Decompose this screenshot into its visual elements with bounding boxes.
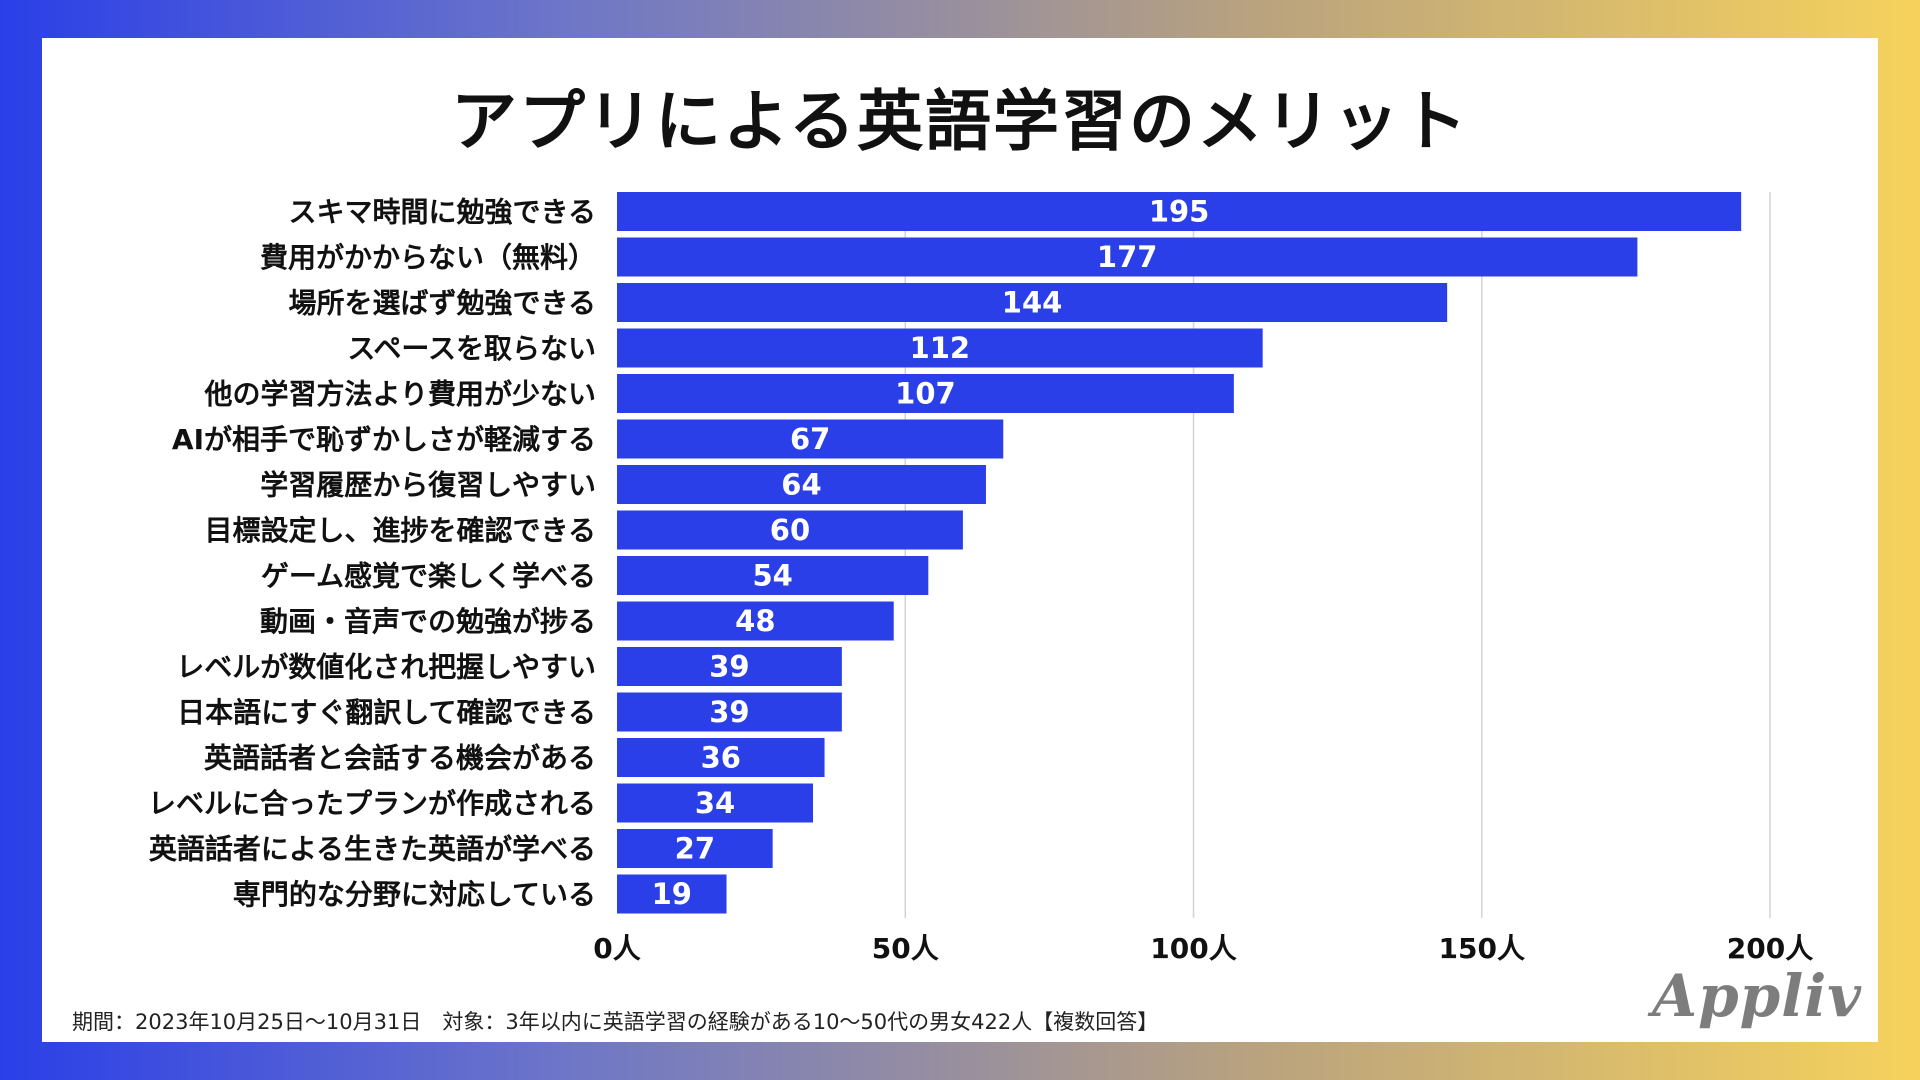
category-label-11: レベルが数値化され把握しやすい [176, 651, 596, 684]
survey-period: 期間：2023年10月25日〜10月31日 [72, 1010, 422, 1034]
bar-value-label-15: 27 [675, 832, 715, 866]
survey-target: 対象：3年以内に英語学習の経験がある10〜50代の男女422人【複数回答】 [442, 1010, 1159, 1034]
bar-14 [617, 783, 814, 823]
bar-6 [617, 419, 1004, 459]
bar-value-label-1: 195 [1149, 195, 1210, 229]
bar-value-label-8: 60 [770, 513, 810, 547]
bar-10 [617, 601, 894, 641]
bar-value-label-9: 54 [752, 559, 792, 593]
bar-value-label-11: 39 [709, 650, 749, 684]
x-tick-label-200: 200人 [1727, 932, 1813, 965]
bars [617, 192, 1742, 914]
category-label-13: 英語話者と会話する機会がある [204, 742, 596, 775]
category-label-14: レベルに合ったプランが作成される [148, 787, 596, 820]
category-label-4: スペースを取らない [347, 332, 596, 365]
bar-value-label-10: 48 [735, 604, 775, 638]
category-label-5: 他の学習方法より費用が少ない [204, 378, 596, 411]
category-label-9: ゲーム感覚で楽しく学べる [261, 560, 596, 593]
category-label-16: 専門的な分野に対応している [233, 878, 596, 911]
x-tick-label-50: 50人 [872, 932, 939, 965]
bar-15 [617, 829, 773, 868]
bar-7 [617, 465, 986, 504]
category-label-3: 場所を選ばず勉強できる [289, 287, 596, 320]
bar-1 [617, 192, 1742, 231]
bar-value-label-13: 36 [701, 741, 741, 775]
survey-footnote: 期間：2023年10月25日〜10月31日 対象：3年以内に英語学習の経験がある… [72, 1006, 1158, 1036]
category-label-2: 費用がかからない（無料） [260, 241, 596, 274]
category-label-8: 目標設定し、進捗を確認できる [205, 514, 596, 547]
labels: 0人 50人 100人 150人 200人 195 スキマ時間に勉強できる 177 費用がかから… [148, 195, 1813, 966]
bar-value-label-5: 107 [895, 377, 956, 411]
category-label-6: AIが相手で恥ずかしさが軽減する [172, 423, 596, 456]
bar-2 [617, 237, 1638, 277]
category-label-7: 学習履歴から復習しやすい [260, 469, 596, 502]
bar-8 [617, 510, 963, 550]
bar-4 [617, 328, 1263, 368]
category-label-1: スキマ時間に勉強できる [289, 196, 596, 229]
bar-16 [617, 874, 727, 914]
category-label-10: 動画・音声での勉強が捗る [260, 605, 596, 638]
category-label-15: 英語話者による生きた英語が学べる [149, 833, 596, 866]
bar-value-label-16: 19 [652, 877, 692, 911]
bar-value-label-7: 64 [781, 468, 821, 502]
appliv-logo: Appliv [1652, 962, 1862, 1030]
bar-value-label-14: 34 [695, 786, 735, 820]
bar-value-label-12: 39 [709, 695, 749, 729]
bar-value-label-3: 144 [1002, 286, 1063, 320]
bar-value-label-4: 112 [910, 331, 971, 365]
category-label-12: 日本語にすぐ翻訳して確認できる [177, 696, 596, 729]
bar-5 [617, 374, 1234, 413]
bar-12 [617, 692, 842, 732]
x-tick-label-150: 150人 [1439, 932, 1525, 965]
x-tick-label-100: 100人 [1150, 932, 1236, 965]
chart-title: アプリによる英語学習のメリット [450, 83, 1470, 160]
x-tick-label-0: 0人 [593, 932, 640, 965]
bar-3 [617, 283, 1448, 322]
bar-11 [617, 647, 842, 686]
bar-13 [617, 738, 825, 777]
bar-value-label-6: 67 [790, 422, 830, 456]
bar-9 [617, 556, 929, 595]
bar-value-label-2: 177 [1097, 240, 1158, 274]
